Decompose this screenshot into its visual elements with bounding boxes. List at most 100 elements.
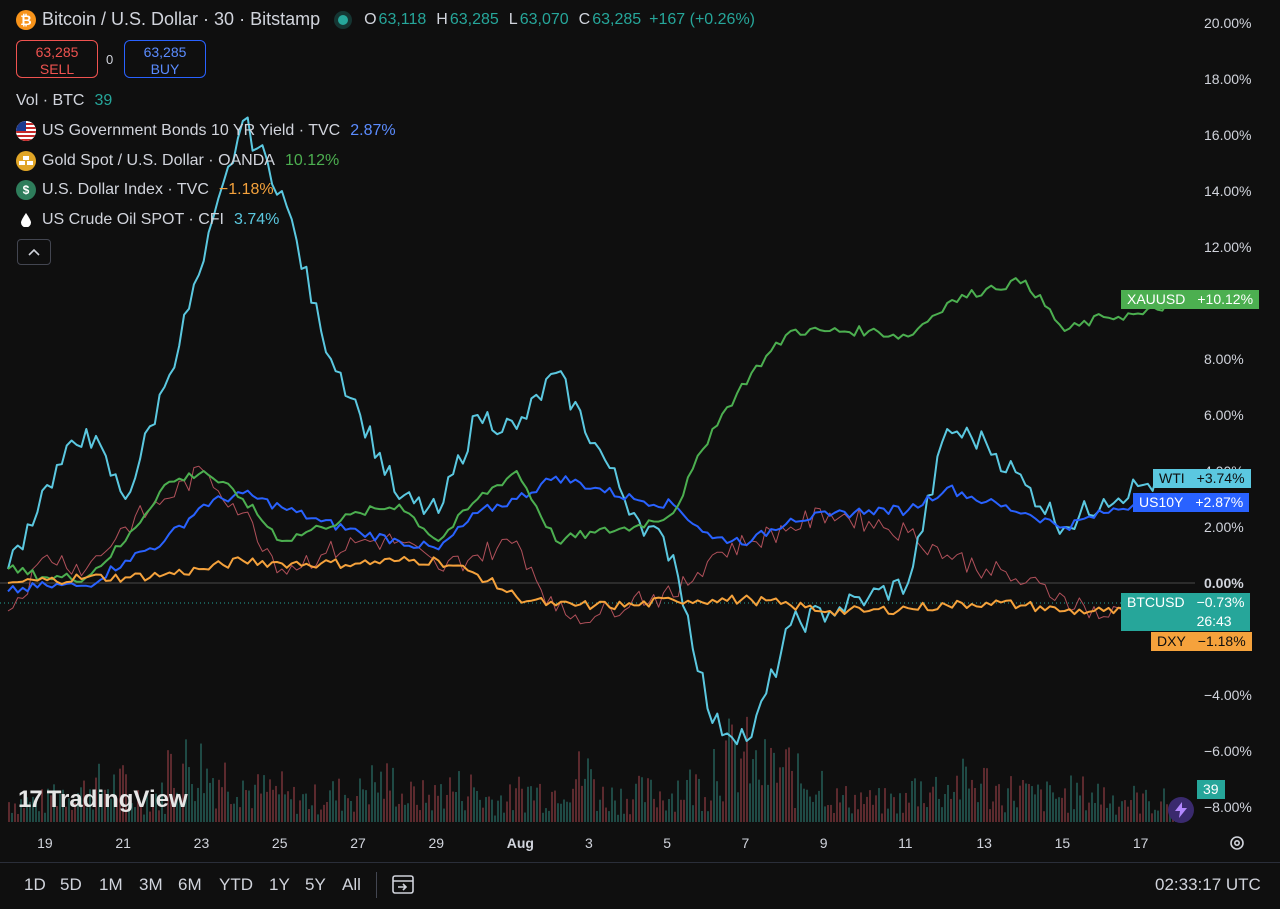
utc-clock[interactable]: 02:33:17 UTC [1155, 875, 1261, 894]
volume-bar [476, 790, 478, 822]
volume-bar [1085, 810, 1087, 822]
legend-value: 3.74% [233, 211, 280, 228]
volume-bar [893, 797, 895, 822]
dxy-price-tag: DXY −1.18% [1151, 632, 1252, 651]
volume-bar [323, 804, 325, 822]
volume-bar [1112, 795, 1114, 822]
timeframe-1d-button[interactable]: 1D [24, 875, 46, 894]
volume-bar [221, 787, 223, 822]
volume-bar [293, 786, 295, 822]
volume-bar [482, 807, 484, 822]
legend-dxy[interactable]: $ U.S. Dollar Index · TVC −1.18% [16, 180, 274, 200]
volume-bar [287, 791, 289, 822]
volume-bar [746, 716, 748, 822]
sell-button[interactable]: 63,285 SELL [16, 40, 98, 78]
volume-bar [500, 795, 502, 822]
symbol-title[interactable]: Bitcoin / U.S. Dollar · 30 · Bitstamp [42, 9, 321, 29]
volume-bar [593, 779, 595, 822]
volume-bar [572, 788, 574, 822]
volume-bar [236, 796, 238, 822]
volume-bar [416, 804, 418, 822]
volume-bar [1076, 782, 1078, 822]
volume-bar [374, 782, 376, 822]
volume-bar [596, 810, 598, 822]
tradingview-logo[interactable]: 17 TradingView [18, 786, 188, 814]
legend-gold[interactable]: Gold Spot / U.S. Dollar · OANDA 10.12% [16, 151, 339, 171]
price-scale-label: −8.00% [1204, 799, 1252, 815]
volume-bar [512, 810, 514, 822]
volume-bar [854, 794, 856, 822]
volume-bar [77, 793, 79, 822]
legend-volume[interactable]: Vol · BTC 39 [16, 92, 112, 110]
timeframe-ytd-button[interactable]: YTD [219, 875, 253, 894]
close-value: 63,285 [592, 10, 642, 28]
volume-bar [986, 768, 988, 822]
volume-bar [998, 784, 1000, 822]
series-lines [7, 116, 1183, 746]
timeframe-5y-button[interactable]: 5Y [305, 875, 326, 894]
series-line-us-government-bonds-10-yr-yield[interactable] [7, 475, 1183, 594]
gear-icon[interactable] [1228, 834, 1246, 857]
volume-bar [800, 783, 802, 822]
volume-bar [614, 800, 616, 822]
volume-bar [821, 770, 823, 822]
volume-bar [521, 788, 523, 822]
volume-bar [590, 769, 592, 822]
volume-bar [269, 779, 271, 822]
tag-value: −0.73% [1196, 594, 1245, 610]
volume-bar [104, 789, 106, 822]
lightning-icon[interactable] [1168, 797, 1194, 823]
volume-bar [509, 784, 511, 822]
timeframe-5d-button[interactable]: 5D [60, 875, 82, 894]
tag-symbol: WTI [1159, 470, 1185, 486]
volume-bar [1016, 807, 1018, 822]
volume-bar [239, 807, 241, 822]
timeframe-6m-button[interactable]: 6M [178, 875, 202, 894]
volume-bar [794, 807, 796, 822]
tag-symbol: DXY [1157, 633, 1186, 649]
volume-bar [413, 786, 415, 822]
buy-button[interactable]: 63,285 BUY [124, 40, 206, 78]
volume-bar [68, 798, 70, 822]
volume-bar [365, 790, 367, 822]
volume-bar [1094, 803, 1096, 822]
collapse-legend-button[interactable] [17, 239, 51, 265]
volume-bar [668, 799, 670, 822]
volume-bar [116, 798, 118, 822]
volume-bar [410, 781, 412, 822]
timeframe-all-button[interactable]: All [342, 875, 361, 894]
buy-price: 63,285 [143, 44, 187, 60]
series-line-gold-spot-u-s-dollar[interactable] [7, 277, 1183, 583]
volume-bar [284, 794, 286, 822]
chart-canvas[interactable] [0, 0, 1280, 860]
timeframe-1y-button[interactable]: 1Y [269, 875, 290, 894]
legend-us10y[interactable]: US Government Bonds 10 YR Yield · TVC 2.… [16, 121, 396, 141]
volume-bar [566, 801, 568, 822]
volume-bar [977, 802, 979, 822]
price-scale-label: 20.00% [1204, 15, 1252, 31]
date-range-icon[interactable] [391, 872, 415, 901]
volume-bar [683, 799, 685, 822]
volume-bar [695, 774, 697, 822]
volume-bar [542, 812, 544, 822]
timeframe-3m-button[interactable]: 3M [139, 875, 163, 894]
volume-bar [536, 787, 538, 822]
volume-bar [524, 812, 526, 822]
volume-bar [335, 800, 337, 822]
volume-bar [401, 793, 403, 822]
volume-bar [908, 802, 910, 822]
volume-bar [959, 799, 961, 822]
volume-bar [776, 782, 778, 822]
timeframe-1m-button[interactable]: 1M [99, 875, 123, 894]
volume-bar [338, 778, 340, 822]
volume-bar [251, 808, 253, 822]
volume-bar [905, 792, 907, 822]
series-line-us-crude-oil-spot[interactable] [7, 116, 1183, 746]
volume-bar [179, 799, 181, 822]
volume-bar [299, 800, 301, 822]
series-line-u-s-dollar-index[interactable] [7, 555, 1183, 622]
volume-bar [1022, 780, 1024, 822]
legend-wti[interactable]: US Crude Oil SPOT · CFI 3.74% [16, 210, 279, 230]
volume-bar [827, 805, 829, 822]
volume-bar [842, 795, 844, 822]
